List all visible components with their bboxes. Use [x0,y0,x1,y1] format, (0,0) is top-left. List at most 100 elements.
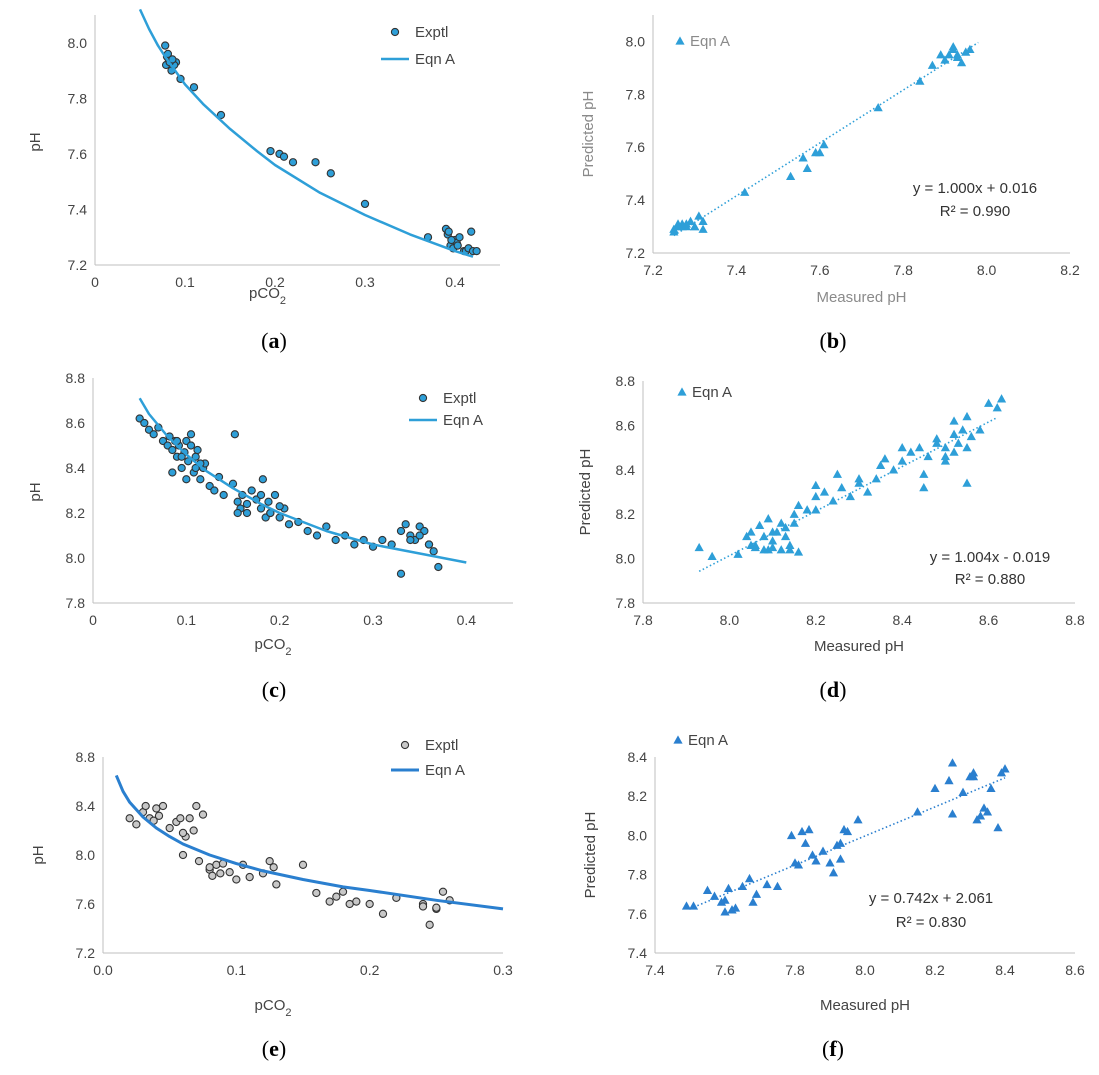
trendline-equation: y = 1.000x + 0.016 [913,180,1037,197]
data-point [789,509,799,518]
data-point [378,909,388,918]
x-tick-label: 0.1 [175,274,195,290]
data-point [755,520,765,529]
y-tick-label: 7.4 [68,201,88,217]
x-axis-title: pCO2 [249,285,286,307]
legend-marker-exptl [390,27,400,37]
panel-label-a: (a) [261,328,287,353]
data-point [438,887,448,896]
data-point [230,430,240,439]
data-point [298,860,308,869]
y-tick-label: 8.6 [66,415,86,431]
data-point [182,475,191,484]
data-point [975,425,985,434]
data-point [312,531,322,540]
data-point [690,221,700,231]
data-point [811,480,821,490]
data-point [940,451,950,461]
data-point [216,110,226,120]
data-point [873,102,883,112]
data-point [191,463,200,473]
x-tick-label: 0.1 [227,962,247,978]
data-point [681,219,691,228]
legend-marker-exptl [418,393,428,403]
data-point [186,430,196,439]
x-axis-title: pCO2 [255,997,292,1019]
y-tick-label: 7.2 [68,257,88,273]
data-point [932,438,942,447]
trendline [673,41,979,237]
data-point [225,868,234,877]
series-line-eqn-a [138,8,474,258]
data-point [425,920,434,929]
x-tick-label: 8.0 [855,962,875,978]
legend-label-exptl: Exptl [415,24,448,41]
x-tick-label: 7.8 [785,962,805,978]
series-line-eqn-a [138,397,467,564]
data-point [242,508,252,518]
legend-label-eqn-a: Eqn A [688,732,728,749]
data-point [949,416,959,425]
data-point [962,478,972,487]
y-tick-label: 7.8 [66,595,86,611]
data-point [194,856,204,866]
data-point [819,139,829,149]
data-point [863,487,873,496]
data-point [993,822,1003,832]
x-tick-label: 8.2 [1060,262,1080,278]
panel-label-c: (c) [262,677,286,702]
data-point [915,76,925,85]
data-point [245,872,254,882]
x-tick-label: 0.2 [360,962,380,978]
panel-label-f: (f) [822,1036,844,1061]
data-point [232,875,241,884]
data-point [965,44,975,54]
data-point [210,486,219,495]
y-tick-label: 8.0 [616,551,636,567]
y-axis-title: pH [27,132,44,151]
series-points [135,414,443,578]
legend-label-exptl: Exptl [425,737,458,754]
x-tick-label: 7.6 [810,262,830,278]
x-tick-label: 0.0 [93,962,113,978]
data-point [352,897,361,906]
data-point [785,540,795,549]
data-point [748,897,758,906]
data-point [825,858,835,867]
data-point [811,491,821,501]
trendline [689,777,1006,910]
data-point [968,772,979,781]
y-tick-label: 7.4 [628,945,648,961]
data-point [168,445,177,455]
data-point [264,497,273,506]
legend-marker-eqn-a [673,735,683,744]
legend-label-exptl: Exptl [443,390,476,407]
data-point [742,531,752,541]
legend-label-eqn-a: Eqn A [692,384,732,401]
data-point [793,547,804,556]
data-point [940,443,950,452]
data-point [854,478,864,487]
y-tick-label: 7.8 [626,86,646,102]
data-point [178,828,188,838]
data-point [331,535,340,545]
data-point [272,880,281,889]
data-point [986,783,996,793]
data-point [811,505,821,514]
x-tick-label: 8.8 [1065,612,1085,628]
data-point [828,496,838,505]
x-tick-label: 7.2 [643,262,663,278]
x-tick-label: 8.2 [925,962,945,978]
data-point [923,451,933,461]
x-tick-label: 0.3 [355,274,375,290]
data-point [944,775,954,785]
data-point [418,902,428,911]
data-point [447,235,456,245]
data-point [802,505,812,514]
x-tick-label: 0.4 [457,612,477,628]
data-point [176,814,185,823]
data-point [288,158,298,167]
y-tick-label: 7.2 [76,945,96,961]
x-tick-label: 0.2 [270,612,290,628]
